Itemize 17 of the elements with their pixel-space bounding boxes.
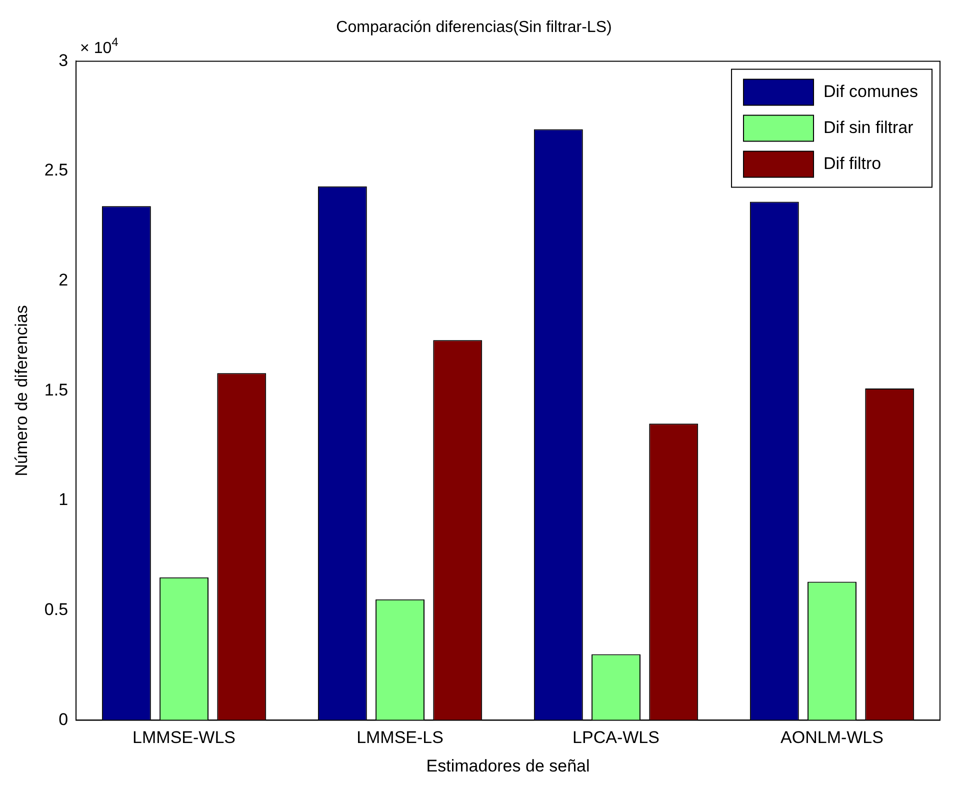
y-axis-title: Número de diferencias	[12, 305, 31, 476]
y-tick-label: 2	[58, 270, 68, 290]
legend-label: Dif comunes	[824, 82, 918, 101]
x-axis-title: Estimadores de señal	[426, 756, 590, 776]
chart-title: Comparación diferencias(Sin filtrar-LS)	[336, 19, 612, 36]
legend-label: Dif sin filtrar	[824, 118, 914, 137]
x-tick-label: LMMSE-WLS	[132, 728, 236, 748]
x-tick-label: AONLM-WLS	[780, 728, 884, 748]
y-tick-label: 0.5	[44, 600, 68, 620]
legend-label: Dif filtro	[824, 154, 882, 173]
y-tick-label: 3	[58, 50, 68, 70]
y-tick-label: 1.5	[44, 380, 68, 400]
y-tick-label: 2.5	[44, 160, 68, 180]
x-tick-label: LPCA-WLS	[572, 728, 660, 748]
y-tick-label: 1	[58, 490, 68, 510]
y-tick-label: 0	[58, 710, 68, 729]
x-tick-label: LMMSE-LS	[356, 728, 444, 748]
